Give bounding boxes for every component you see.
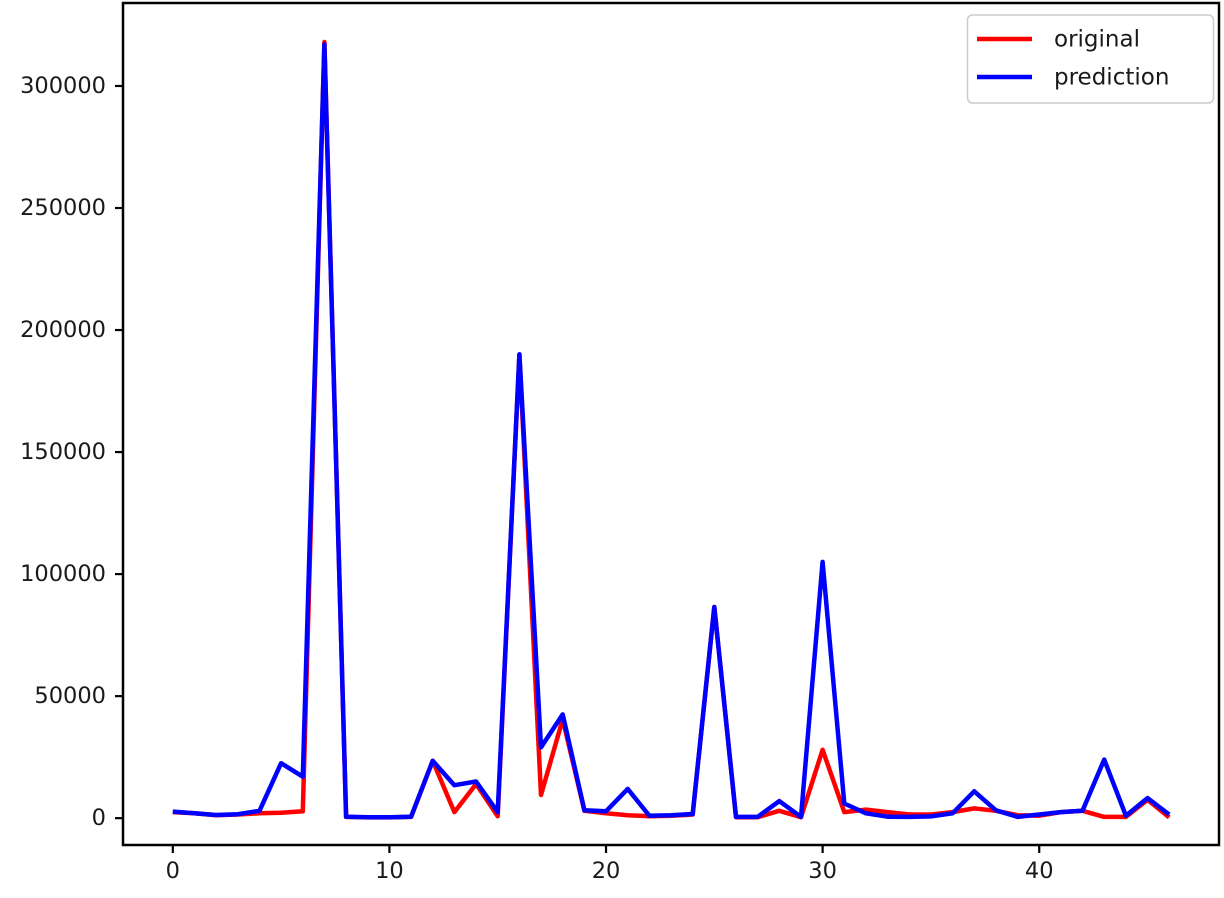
x-tick-label: 20	[592, 858, 621, 884]
y-tick-label: 300000	[20, 73, 106, 99]
legend: original prediction	[966, 14, 1215, 104]
x-axis: 0 10 20 30 40	[166, 845, 1054, 884]
x-tick-label: 30	[808, 858, 837, 884]
y-tick-label: 200000	[20, 317, 106, 343]
legend-label-prediction: prediction	[1054, 65, 1169, 91]
x-tick-label: 0	[166, 858, 180, 884]
x-tick-label: 10	[375, 858, 404, 884]
y-tick-label: 250000	[20, 195, 106, 221]
y-tick-label: 100000	[20, 561, 106, 587]
y-tick-label: 150000	[20, 439, 106, 465]
y-axis: 0 50000 100000 150000 200000 250000 300000	[20, 73, 123, 831]
y-tick-label: 0	[92, 805, 106, 831]
x-tick-label: 40	[1025, 858, 1054, 884]
series-group	[172, 39, 1171, 820]
series-line-prediction	[172, 42, 1171, 820]
y-tick-label: 50000	[34, 683, 106, 709]
plot-frame	[121, 1, 1221, 847]
legend-label-original: original	[1054, 27, 1140, 53]
